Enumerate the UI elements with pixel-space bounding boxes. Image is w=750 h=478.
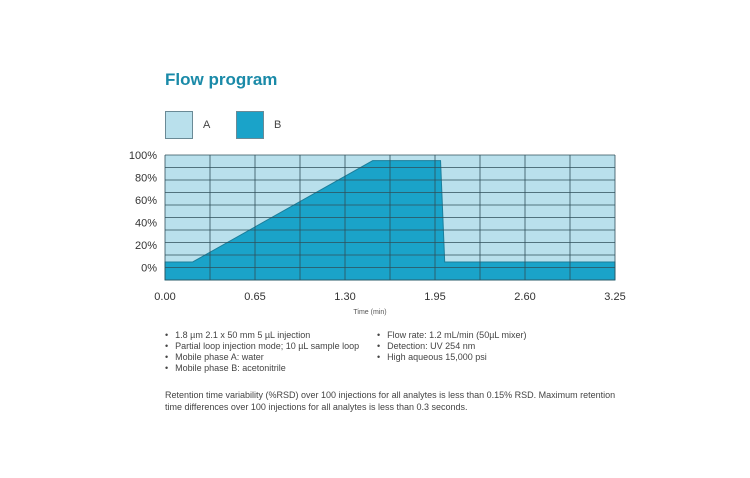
flow-chart: 100% 80% 60% 40% 20% 0% 0.00 0.65 1.30 1.95 2.60 3.…	[129, 150, 626, 316]
retention-note: Retention time variability (%RSD) over 1…	[165, 390, 616, 412]
x-tick-label: 3.25	[604, 291, 625, 303]
y-tick-label: 80%	[135, 173, 157, 185]
x-tick-label: 0.00	[154, 291, 175, 303]
legend-swatch-b	[236, 111, 264, 139]
conditions-list-left: 1.8 µm 2.1 x 50 mm 5 µL injection Partia…	[165, 330, 359, 374]
condition-item: Mobile phase B: acetonitrile	[165, 363, 359, 374]
condition-item: Mobile phase A: water	[165, 352, 359, 363]
condition-item: 1.8 µm 2.1 x 50 mm 5 µL injection	[165, 330, 359, 341]
y-tick-label: 20%	[135, 240, 157, 252]
condition-item: Detection: UV 254 nm	[377, 341, 527, 352]
x-tick-label: 1.30	[334, 291, 355, 303]
x-axis-label: Time (min)	[353, 309, 386, 316]
x-tick-label: 0.65	[244, 291, 265, 303]
condition-item: High aqueous 15,000 psi	[377, 352, 527, 363]
chart-title: Flow program	[165, 70, 278, 89]
condition-item: Partial loop injection mode; 10 µL sampl…	[165, 341, 359, 352]
y-tick-label: 60%	[135, 195, 157, 207]
x-tick-label: 1.95	[424, 291, 445, 303]
conditions-list-right: Flow rate: 1.2 mL/min (50µL mixer) Detec…	[377, 330, 527, 363]
legend-label-b: B	[274, 119, 282, 131]
x-tick-label: 2.60	[514, 291, 535, 303]
y-tick-label: 0%	[141, 263, 157, 275]
y-tick-label: 100%	[129, 150, 157, 162]
legend-swatch-a	[165, 111, 193, 139]
condition-item: Flow rate: 1.2 mL/min (50µL mixer)	[377, 330, 526, 341]
legend-label-a: A	[203, 119, 211, 131]
y-tick-label: 40%	[135, 218, 157, 230]
